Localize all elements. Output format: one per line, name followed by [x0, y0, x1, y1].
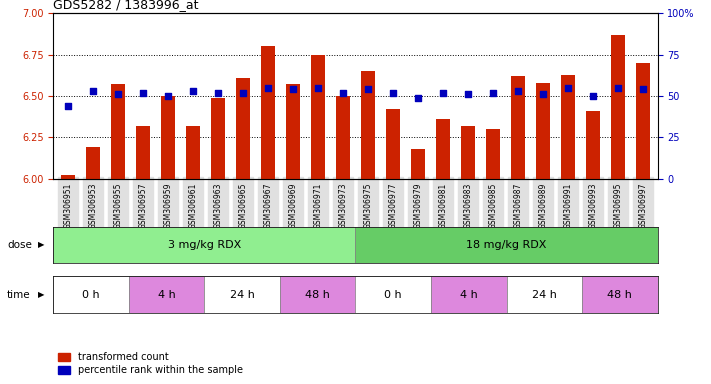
Text: 24 h: 24 h: [230, 290, 255, 300]
Point: [537, 91, 548, 98]
Bar: [236, 78, 250, 179]
Bar: [486, 129, 500, 179]
Bar: [511, 76, 525, 179]
Point: [262, 85, 274, 91]
Bar: [386, 109, 400, 179]
Text: 24 h: 24 h: [532, 290, 557, 300]
Point: [412, 94, 424, 101]
Point: [213, 89, 224, 96]
Text: ▶: ▶: [38, 240, 44, 249]
Legend: transformed count, percentile rank within the sample: transformed count, percentile rank withi…: [58, 353, 242, 375]
Point: [137, 89, 149, 96]
Bar: [280, 276, 356, 313]
Point: [312, 85, 324, 91]
Bar: [311, 55, 325, 179]
Bar: [356, 276, 431, 313]
Bar: [87, 147, 100, 179]
Bar: [287, 84, 300, 179]
Bar: [161, 96, 175, 179]
Bar: [582, 276, 658, 313]
Bar: [461, 126, 475, 179]
Point: [487, 89, 498, 96]
Bar: [536, 83, 550, 179]
Text: dose: dose: [7, 240, 32, 250]
Text: 48 h: 48 h: [607, 290, 632, 300]
Text: ▶: ▶: [38, 290, 44, 299]
Point: [287, 86, 299, 93]
Point: [637, 86, 648, 93]
Point: [587, 93, 599, 99]
Text: 18 mg/kg RDX: 18 mg/kg RDX: [466, 240, 547, 250]
Bar: [436, 119, 450, 179]
Bar: [611, 35, 624, 179]
Text: 4 h: 4 h: [158, 290, 176, 300]
Text: time: time: [7, 290, 31, 300]
Text: 3 mg/kg RDX: 3 mg/kg RDX: [168, 240, 241, 250]
Bar: [561, 74, 574, 179]
Point: [87, 88, 99, 94]
Bar: [112, 84, 125, 179]
Bar: [261, 46, 275, 179]
Point: [562, 85, 574, 91]
Bar: [506, 276, 582, 313]
Bar: [411, 149, 424, 179]
Bar: [137, 126, 150, 179]
Point: [237, 89, 249, 96]
Bar: [431, 276, 506, 313]
Point: [387, 89, 399, 96]
Point: [363, 86, 374, 93]
Text: 48 h: 48 h: [305, 290, 330, 300]
Bar: [53, 276, 129, 313]
Bar: [205, 276, 280, 313]
Bar: [336, 96, 350, 179]
Text: 4 h: 4 h: [460, 290, 478, 300]
Bar: [361, 71, 375, 179]
Bar: [129, 276, 205, 313]
Point: [337, 89, 348, 96]
Point: [512, 88, 523, 94]
Bar: [636, 63, 650, 179]
Point: [612, 85, 624, 91]
Point: [437, 89, 449, 96]
Bar: [356, 227, 658, 263]
Point: [188, 88, 199, 94]
Point: [163, 93, 174, 99]
Point: [112, 91, 124, 98]
Bar: [186, 126, 200, 179]
Bar: [211, 98, 225, 179]
Text: GDS5282 / 1383996_at: GDS5282 / 1383996_at: [53, 0, 199, 11]
Text: 0 h: 0 h: [82, 290, 100, 300]
Point: [462, 91, 474, 98]
Bar: [61, 175, 75, 179]
Point: [63, 103, 74, 109]
Bar: [586, 111, 599, 179]
Bar: [53, 227, 356, 263]
Text: 0 h: 0 h: [385, 290, 402, 300]
